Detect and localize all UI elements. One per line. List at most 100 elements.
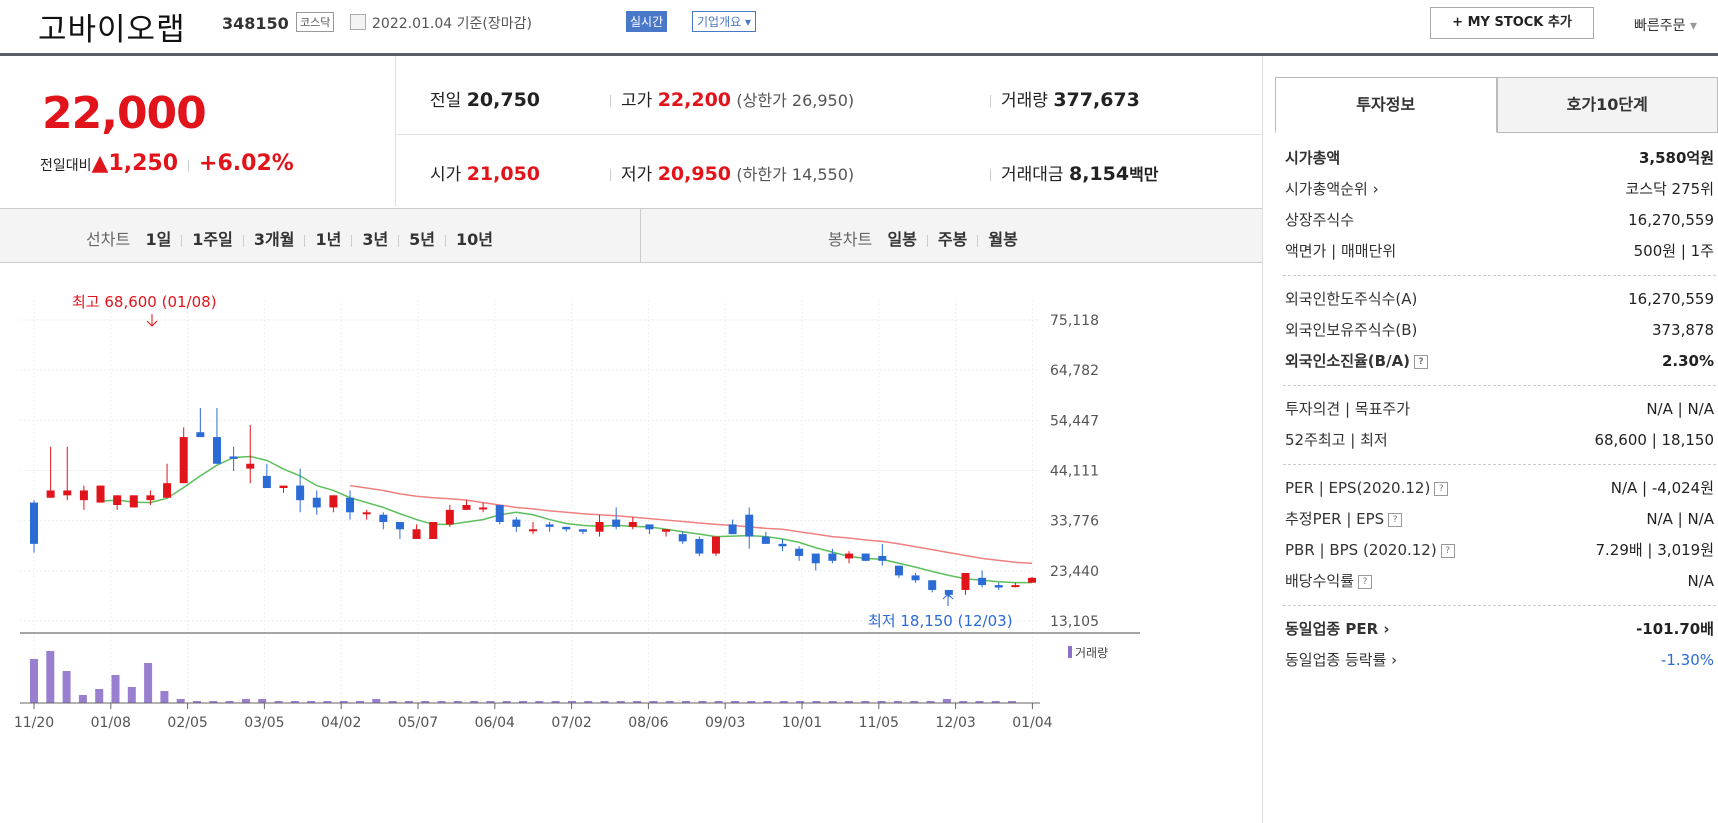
info-value: -1.30% bbox=[1660, 651, 1714, 669]
help-icon[interactable]: ? bbox=[1440, 543, 1455, 558]
info-divider bbox=[1283, 464, 1716, 465]
period-1w[interactable]: 1주일 bbox=[192, 230, 233, 249]
info-divider bbox=[1283, 275, 1716, 276]
volume-bar bbox=[258, 699, 267, 703]
candle-chart-periods: 봉차트 일봉 주봉 월봉 bbox=[828, 226, 1018, 250]
candle-body bbox=[196, 432, 205, 438]
volume-bar bbox=[502, 701, 511, 703]
volume-bar bbox=[519, 701, 528, 703]
period-10y[interactable]: 10년 bbox=[456, 230, 494, 249]
candle-body bbox=[662, 529, 671, 532]
x-tick-label: 08/06 bbox=[628, 715, 668, 731]
info-key: 외국인보유주식수(B) bbox=[1285, 321, 1418, 339]
ma5-line bbox=[100, 455, 1032, 584]
candle-body bbox=[462, 505, 471, 510]
volume-bar bbox=[714, 701, 723, 703]
info-key[interactable]: 시가총액순위 › bbox=[1285, 180, 1379, 198]
help-icon[interactable]: ? bbox=[1388, 512, 1403, 527]
info-value: N/A | N/A bbox=[1646, 400, 1714, 418]
volume-bar bbox=[779, 701, 788, 703]
y-tick-label: 64,782 bbox=[1050, 363, 1099, 379]
volume-bar bbox=[828, 701, 837, 703]
candle-body bbox=[1028, 577, 1036, 583]
candle-body bbox=[545, 524, 554, 527]
candle-body bbox=[46, 490, 55, 498]
info-key: 투자의견 | 목표주가 bbox=[1285, 400, 1410, 418]
info-value: 7.29배 | 3,019원 bbox=[1595, 541, 1714, 559]
candle-body bbox=[96, 485, 105, 503]
candle-weekly[interactable]: 주봉 bbox=[937, 230, 968, 249]
volume-bar bbox=[535, 701, 544, 703]
market-badge: 코스닥 bbox=[296, 12, 335, 32]
period-3y[interactable]: 3년 bbox=[362, 230, 389, 249]
help-icon[interactable]: ? bbox=[1434, 481, 1449, 496]
stock-chart[interactable]: 75,118 64,782 54,447 44,111 33,776 23,440 13,1… bbox=[0, 290, 1262, 823]
x-tick-label: 02/05 bbox=[167, 715, 207, 731]
volume-bar bbox=[665, 701, 674, 703]
info-value: N/A | N/A bbox=[1646, 510, 1714, 528]
realtime-button[interactable]: 실시간 bbox=[626, 11, 668, 32]
tab-hoga-10[interactable]: 호가10단계 bbox=[1496, 77, 1718, 133]
period-5y[interactable]: 5년 bbox=[409, 230, 436, 249]
help-icon[interactable]: ? bbox=[1414, 354, 1429, 369]
volume-bar bbox=[372, 699, 381, 703]
volume-bar bbox=[975, 701, 984, 703]
quick-order-dropdown[interactable]: 빠른주문 ▾ bbox=[1634, 18, 1698, 34]
info-value: 373,878 bbox=[1651, 321, 1714, 339]
corp-overview-dropdown[interactable]: 기업개요 ▾ bbox=[692, 11, 757, 32]
info-key: 액면가 | 매매단위 bbox=[1285, 242, 1397, 260]
chevron-down-icon: ▾ bbox=[745, 15, 752, 29]
info-row: 외국인보유주식수(B) 373,878 bbox=[1283, 315, 1716, 346]
x-tick-label: 03/05 bbox=[244, 715, 284, 731]
volume-bar bbox=[241, 699, 250, 703]
volume-bar bbox=[193, 701, 202, 703]
info-row: 외국인소진율(B/A)? 2.30% bbox=[1283, 346, 1716, 377]
candle-body bbox=[395, 522, 404, 530]
candle-body bbox=[63, 490, 72, 496]
volume-bar bbox=[323, 701, 332, 703]
info-value: 코스닥 275위 bbox=[1625, 180, 1714, 198]
candle-body bbox=[894, 565, 903, 576]
volume-bar bbox=[991, 701, 1000, 703]
volume-bar bbox=[584, 701, 593, 703]
candle-body bbox=[695, 538, 704, 554]
volume-bar bbox=[730, 701, 739, 703]
help-icon[interactable]: ? bbox=[1358, 574, 1373, 589]
candle-monthly[interactable]: 월봉 bbox=[988, 230, 1018, 249]
volume-bar bbox=[682, 701, 691, 703]
volume-legend-swatch bbox=[1068, 646, 1072, 658]
candle-body bbox=[928, 580, 937, 590]
info-key[interactable]: 동일업종 PER › bbox=[1285, 620, 1390, 638]
info-value: 68,600 | 18,150 bbox=[1594, 431, 1714, 449]
period-1d[interactable]: 1일 bbox=[145, 230, 172, 249]
info-divider bbox=[1283, 385, 1716, 386]
candle-body bbox=[279, 485, 288, 489]
candle-body bbox=[346, 497, 355, 513]
candle-body bbox=[961, 572, 970, 590]
high-price: 고가 22,200 (상한가 26,950) bbox=[610, 86, 854, 111]
volume-bar bbox=[225, 701, 234, 703]
info-key: 추정PER | EPS? bbox=[1285, 504, 1403, 535]
price-change: 전일대비▲1,250 +6.02% bbox=[40, 151, 294, 176]
tab-invest-info[interactable]: 투자정보 bbox=[1275, 77, 1497, 133]
info-key[interactable]: 동일업종 등락률 › bbox=[1285, 651, 1398, 669]
volume-bar bbox=[616, 701, 625, 703]
candle-daily[interactable]: 일봉 bbox=[887, 230, 917, 249]
volume-bar bbox=[160, 691, 169, 703]
info-key: PBR | BPS (2020.12)? bbox=[1285, 535, 1455, 566]
add-my-stock-button[interactable]: + MY STOCK 추가 bbox=[1430, 7, 1594, 39]
max-arrow bbox=[146, 314, 158, 327]
candle-body bbox=[296, 485, 305, 501]
period-3m[interactable]: 3개월 bbox=[253, 230, 295, 249]
volume-bar bbox=[910, 701, 919, 703]
volume-bar bbox=[959, 701, 968, 703]
line-chart-periods: 선차트 1일 1주일 3개월 1년 3년 5년 10년 bbox=[86, 226, 493, 250]
volume-bar bbox=[111, 675, 120, 703]
stats-divider bbox=[397, 134, 1262, 135]
price-box bbox=[0, 56, 396, 206]
candle-body bbox=[146, 495, 155, 501]
period-1y[interactable]: 1년 bbox=[315, 230, 342, 249]
info-row: 외국인한도주식수(A) 16,270,559 bbox=[1283, 284, 1716, 315]
volume-legend-label: 거래량 bbox=[1075, 646, 1108, 660]
volume-bar bbox=[437, 701, 446, 703]
